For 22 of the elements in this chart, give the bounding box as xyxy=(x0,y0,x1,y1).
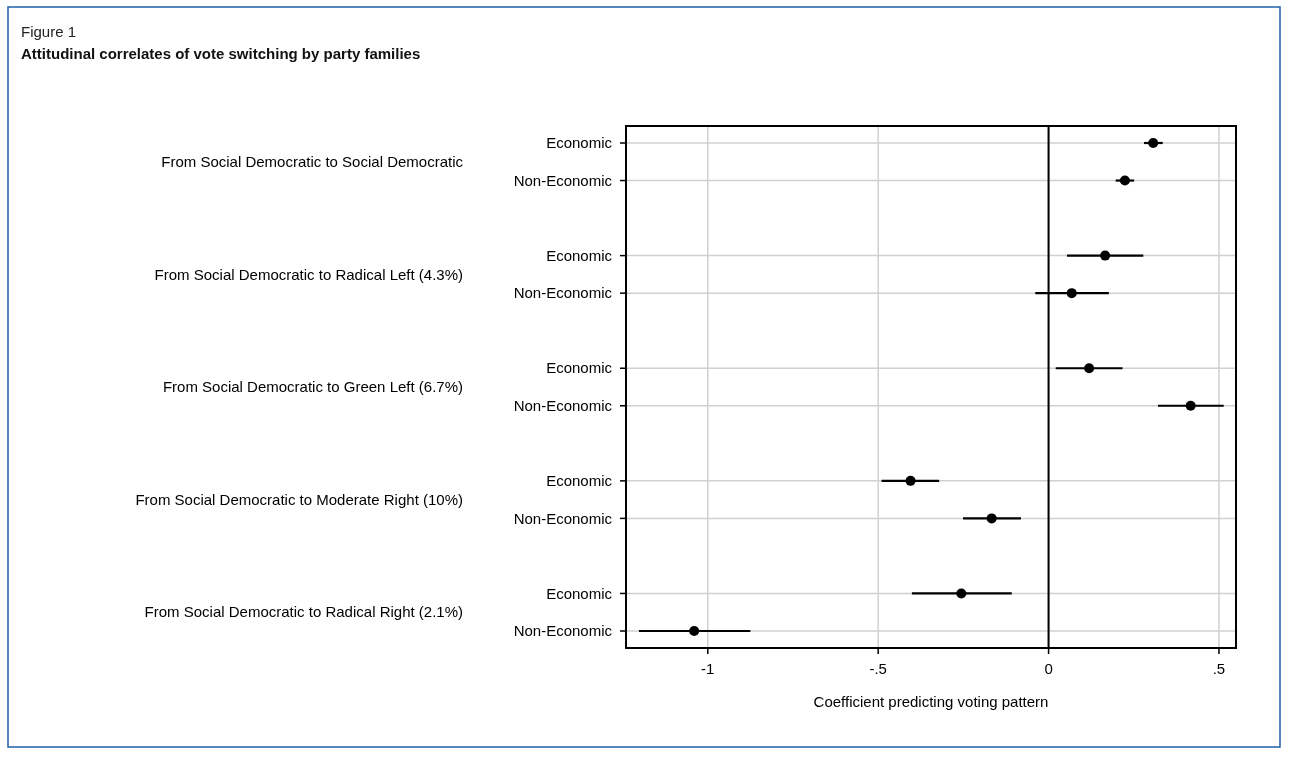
text: From Social Democratic to Moderate Right (10%) xyxy=(135,490,463,508)
x-tick-label: .5 xyxy=(1212,660,1226,677)
x-tick-label: -.5 xyxy=(869,660,887,677)
y-tick-label: Economic xyxy=(546,472,613,490)
text: Attitudinal correlates of vote switching by party families xyxy=(21,45,421,62)
y-tick-label: Non-Economic xyxy=(513,284,613,302)
y-tick-label: Non-Economic xyxy=(513,171,613,189)
y-tick-label: Non-Economic xyxy=(513,397,613,415)
y-tick-label: Economic xyxy=(546,584,613,602)
y-tick-label: Non-Economic xyxy=(513,509,613,527)
y-tick-label: Economic xyxy=(546,246,613,264)
x-tick-label: -1 xyxy=(701,660,715,677)
text: From Social Democratic to Radical Left (4.3%) xyxy=(154,265,463,283)
text: Figure 1 xyxy=(21,23,77,40)
y-tick-label: Non-Economic xyxy=(513,622,613,640)
x-axis-title: Coefficient predicting voting pattern xyxy=(813,693,1049,710)
text: From Social Democratic to Radical Right (2.1%) xyxy=(144,603,463,621)
y-tick-label: Economic xyxy=(546,134,613,152)
text: From Social Democratic to Green Left (6.7%) xyxy=(162,378,463,396)
y-tick-label: Economic xyxy=(546,359,613,377)
x-tick-label: 0 xyxy=(1044,660,1053,677)
text: From Social Democratic to Social Democratic xyxy=(161,153,464,171)
